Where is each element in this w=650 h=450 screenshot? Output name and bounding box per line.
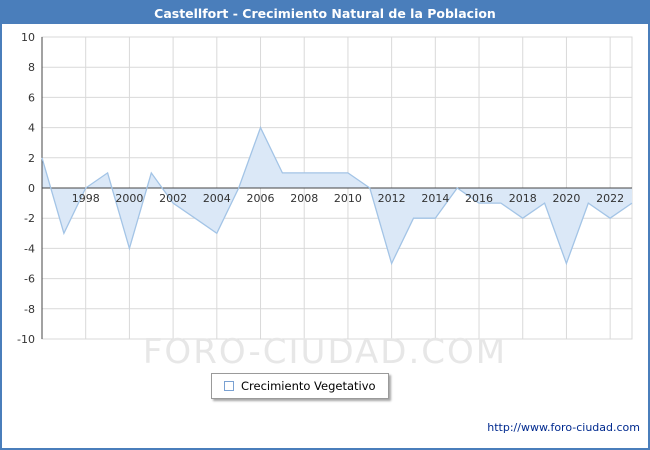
- chart-title: Castellfort - Crecimiento Natural de la …: [2, 2, 648, 24]
- svg-text:2018: 2018: [509, 192, 537, 205]
- svg-text:-4: -4: [24, 242, 35, 255]
- svg-text:2: 2: [28, 152, 35, 165]
- svg-text:2020: 2020: [552, 192, 580, 205]
- svg-text:2014: 2014: [421, 192, 449, 205]
- svg-text:1998: 1998: [72, 192, 100, 205]
- svg-text:2002: 2002: [159, 192, 187, 205]
- svg-text:-10: -10: [17, 333, 35, 346]
- svg-text:2016: 2016: [465, 192, 493, 205]
- legend: Crecimiento Vegetativo: [211, 373, 389, 399]
- svg-text:-6: -6: [24, 273, 35, 286]
- svg-text:6: 6: [28, 91, 35, 104]
- svg-text:8: 8: [28, 61, 35, 74]
- svg-text:10: 10: [21, 31, 35, 44]
- footer-link[interactable]: http://www.foro-ciudad.com: [487, 421, 640, 434]
- svg-text:2022: 2022: [596, 192, 624, 205]
- svg-text:-2: -2: [24, 212, 35, 225]
- chart-title-text: Castellfort - Crecimiento Natural de la …: [154, 5, 496, 21]
- svg-text:4: 4: [28, 122, 35, 135]
- svg-text:2006: 2006: [247, 192, 275, 205]
- legend-marker-icon: [224, 381, 234, 391]
- svg-text:2008: 2008: [290, 192, 318, 205]
- svg-text:2000: 2000: [115, 192, 143, 205]
- svg-text:2004: 2004: [203, 192, 231, 205]
- svg-text:0: 0: [28, 182, 35, 195]
- svg-text:-8: -8: [24, 303, 35, 316]
- legend-label: Crecimiento Vegetativo: [241, 379, 376, 393]
- svg-text:2010: 2010: [334, 192, 362, 205]
- svg-text:2012: 2012: [378, 192, 406, 205]
- chart-plot: 10 8 6 4 2 0 -2 -4 -6 -8 -10 1998 2000 2002 2004 2006 20…: [17, 31, 633, 346]
